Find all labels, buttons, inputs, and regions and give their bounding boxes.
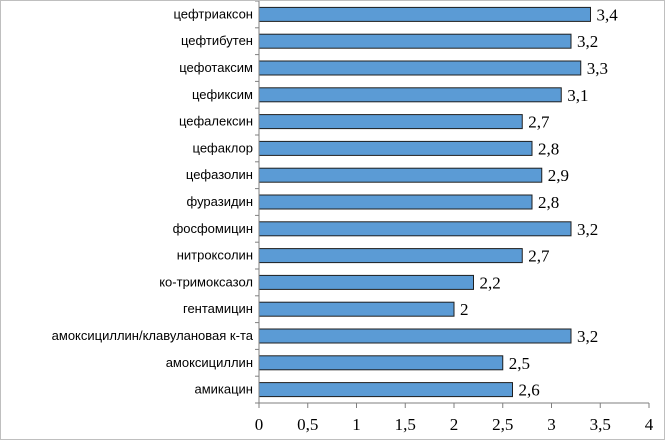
category-label-4: цефалексин [179, 114, 253, 129]
bar-13 [258, 355, 504, 371]
bar-2 [258, 60, 582, 76]
data-label-0: 3,4 [597, 5, 619, 24]
category-labels-group: цефтриаксон цефтибутен цефотаксим цефиксим ц… [52, 6, 254, 396]
data-label-1: 3,2 [577, 32, 598, 51]
bar-12 [258, 328, 572, 344]
category-label-14: амикацин [194, 382, 253, 397]
category-label-13: амоксициллин [166, 355, 253, 370]
category-label-1: цефтибутен [181, 33, 253, 48]
data-label-9: 2,7 [528, 247, 550, 266]
category-label-10: ко-тримоксазол [159, 274, 253, 289]
bar-4 [258, 114, 523, 130]
bar-6 [258, 167, 543, 183]
data-label-14: 2,6 [519, 381, 540, 400]
x-tick-label-4: 2 [450, 415, 459, 434]
tick-labels-group: 0 0,5 1 1,5 2 2,5 3 3,5 4 [255, 415, 654, 434]
category-label-2: цефотаксим [179, 60, 253, 75]
category-label-7: фуразидин [187, 194, 253, 209]
data-label-2: 3,3 [587, 59, 608, 78]
bar-14 [258, 382, 513, 398]
x-tick-label-5: 2,5 [492, 415, 513, 434]
category-label-3: цефиксим [192, 87, 253, 102]
bar-5 [258, 140, 533, 156]
bar-3 [258, 87, 562, 103]
x-tick-label-2: 1 [352, 415, 361, 434]
data-label-4: 2,7 [528, 113, 550, 132]
x-tick-label-6: 3 [547, 415, 556, 434]
axes-group [255, 1, 650, 408]
category-label-12: амоксициллин/клавулановая к-та [52, 328, 254, 343]
bar-10 [258, 274, 474, 290]
x-tick-label-7: 3,5 [590, 415, 611, 434]
data-label-7: 2,8 [538, 193, 559, 212]
x-tick-label-3: 1,5 [395, 415, 416, 434]
x-tick-label-1: 0,5 [297, 415, 318, 434]
value-labels-group: 3,4 3,2 3,3 3,1 2,7 2,8 2,9 2,8 3,2 2,7 2,2 2 3,2 2,5… [460, 5, 618, 399]
bar-11 [258, 301, 455, 317]
category-label-6: цефазолин [186, 167, 253, 182]
data-label-11: 2 [460, 300, 469, 319]
bar-8 [258, 221, 572, 237]
data-label-3: 3,1 [567, 86, 588, 105]
data-label-6: 2,9 [548, 166, 569, 185]
data-label-13: 2,5 [509, 354, 530, 373]
bar-9 [258, 248, 523, 264]
category-label-8: фосфомицин [173, 221, 253, 236]
category-label-0: цефтриаксон [173, 6, 253, 21]
x-tick-label-0: 0 [255, 415, 264, 434]
x-tick-label-8: 4 [645, 415, 654, 434]
category-label-11: гентамицин [183, 301, 253, 316]
bar-1 [258, 33, 572, 49]
data-label-10: 2,2 [480, 273, 501, 292]
data-label-12: 3,2 [577, 327, 598, 346]
category-label-5: цефаклор [193, 140, 253, 155]
bar-7 [258, 194, 533, 210]
bar-0 [258, 6, 591, 22]
data-label-8: 3,2 [577, 220, 598, 239]
data-label-5: 2,8 [538, 139, 559, 158]
category-label-9: нитроксолин [177, 248, 253, 263]
